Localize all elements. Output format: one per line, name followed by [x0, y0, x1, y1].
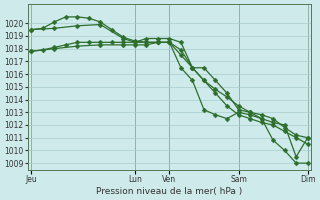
X-axis label: Pression niveau de la mer( hPa ): Pression niveau de la mer( hPa ) — [96, 187, 243, 196]
